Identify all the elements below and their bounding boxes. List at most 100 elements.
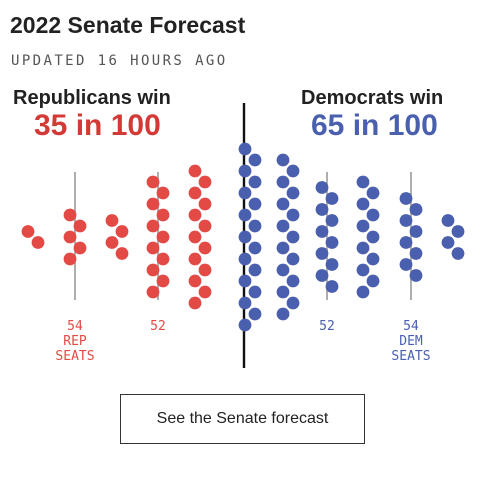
republican-outcome-dot (188, 186, 202, 200)
seat-tick-label: SEATS (391, 349, 430, 364)
democrat-outcome-dot (325, 258, 339, 271)
democrat-outcome-dot (399, 258, 413, 271)
seat-tick-label: 54 (403, 319, 419, 334)
democrat-outcome-dot (276, 219, 290, 233)
seat-tick-label: REP (63, 334, 87, 349)
democrat-outcome-dot (366, 230, 380, 244)
republican-outcome-dot (73, 219, 87, 233)
democrat-outcome-dot (248, 285, 262, 299)
republican-outcome-dot (73, 241, 87, 255)
republican-outcome-dot (188, 230, 202, 244)
republican-outcome-dot (105, 214, 119, 227)
democrat-outcome-dot (409, 247, 423, 260)
republicans-odds: 35 in 100 (34, 109, 161, 142)
democrat-outcome-dot (238, 252, 252, 266)
democrat-outcome-dot (325, 192, 339, 205)
democrat-outcome-dot (276, 197, 290, 211)
republican-outcome-dot (63, 230, 77, 244)
democrat-outcome-dot (399, 214, 413, 227)
republican-outcome-dot (188, 208, 202, 222)
democrat-outcome-dot (276, 285, 290, 299)
democrat-outcome-dot (441, 236, 455, 249)
democrat-outcome-dot (276, 175, 290, 189)
democrat-outcome-dot (315, 247, 329, 260)
democrat-outcome-dot (451, 247, 465, 260)
democrat-outcome-dot (238, 186, 252, 200)
updated-timestamp: UPDATED 16 HOURS AGO (11, 53, 228, 69)
democrat-outcome-dot (366, 274, 380, 288)
republican-outcome-dot (146, 175, 160, 189)
republican-outcome-dot (63, 252, 77, 266)
republican-outcome-dot (105, 236, 119, 249)
democrat-outcome-dot (276, 263, 290, 277)
democrat-outcome-dot (356, 197, 370, 211)
republican-outcome-dot (31, 236, 45, 249)
republican-outcome-dot (198, 263, 212, 277)
democrat-outcome-dot (409, 203, 423, 216)
democrat-outcome-dot (315, 269, 329, 282)
democrat-outcome-dot (356, 241, 370, 255)
republican-outcome-dot (146, 285, 160, 299)
democrat-outcome-dot (366, 252, 380, 266)
republican-outcome-dot (188, 296, 202, 310)
democrat-outcome-dot (325, 214, 339, 227)
republican-outcome-dot (146, 241, 160, 255)
democrat-outcome-dot (356, 263, 370, 277)
democrats-win-label: Democrats win (301, 87, 444, 109)
democrat-outcome-dot (248, 307, 262, 321)
democrat-outcome-dot (409, 225, 423, 238)
democrat-outcome-dot (286, 296, 300, 310)
republican-outcome-dot (198, 175, 212, 189)
democrat-outcome-dot (366, 208, 380, 222)
democrat-outcome-dot (441, 214, 455, 227)
democrat-outcome-dot (286, 274, 300, 288)
democrat-outcome-dot (238, 208, 252, 222)
republican-outcome-dot (156, 230, 170, 244)
republican-outcome-dot (156, 208, 170, 222)
republican-outcome-dot (198, 241, 212, 255)
seat-tick-label: DEM (399, 334, 423, 349)
republican-outcome-dot (146, 219, 160, 233)
republican-outcome-dot (115, 225, 129, 238)
republican-outcome-dot (146, 263, 160, 277)
democrat-outcome-dot (399, 236, 413, 249)
democrats-odds: 65 in 100 (311, 109, 438, 142)
democrat-outcome-dot (286, 186, 300, 200)
democrat-outcome-dot (248, 197, 262, 211)
democrat-outcome-dot (286, 230, 300, 244)
republican-outcome-dot (188, 274, 202, 288)
seat-tick-label: 54 (67, 319, 83, 334)
republicans-win-label: Republicans win (13, 87, 171, 109)
democrat-outcome-dot (315, 203, 329, 216)
democrat-outcome-dot (356, 175, 370, 189)
democrat-outcome-dot (286, 164, 300, 178)
republican-outcome-dot (63, 208, 77, 222)
democrat-outcome-dot (409, 269, 423, 282)
democrat-outcome-dot (451, 225, 465, 238)
page-title: 2022 Senate Forecast (10, 12, 246, 38)
democrat-outcome-dot (399, 192, 413, 205)
seat-tick-label: 52 (319, 319, 335, 334)
seat-tick-label: SEATS (55, 349, 94, 364)
republican-outcome-dot (115, 247, 129, 260)
republican-outcome-dot (198, 219, 212, 233)
seat-tick-label: 52 (150, 319, 166, 334)
see-senate-forecast-button[interactable]: See the Senate forecast (120, 394, 365, 444)
democrat-outcome-dot (286, 208, 300, 222)
republican-outcome-dot (156, 252, 170, 266)
democrat-outcome-dot (248, 241, 262, 255)
democrat-outcome-dot (356, 219, 370, 233)
democrat-outcome-dot (315, 225, 329, 238)
democrat-outcome-dot (238, 230, 252, 244)
democrat-outcome-dot (325, 236, 339, 249)
democrat-outcome-dot (276, 153, 290, 167)
democrat-outcome-dot (366, 186, 380, 200)
republican-outcome-dot (198, 285, 212, 299)
democrat-outcome-dot (276, 307, 290, 321)
republican-outcome-dot (188, 164, 202, 178)
republican-outcome-dot (156, 186, 170, 200)
democrat-outcome-dot (238, 142, 252, 156)
democrat-outcome-dot (238, 274, 252, 288)
republican-outcome-dot (156, 274, 170, 288)
